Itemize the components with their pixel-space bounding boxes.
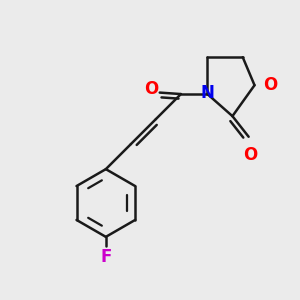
Text: F: F	[100, 248, 112, 266]
Text: O: O	[144, 80, 159, 98]
Text: N: N	[200, 84, 214, 102]
Text: O: O	[243, 146, 257, 164]
Text: O: O	[263, 76, 277, 94]
